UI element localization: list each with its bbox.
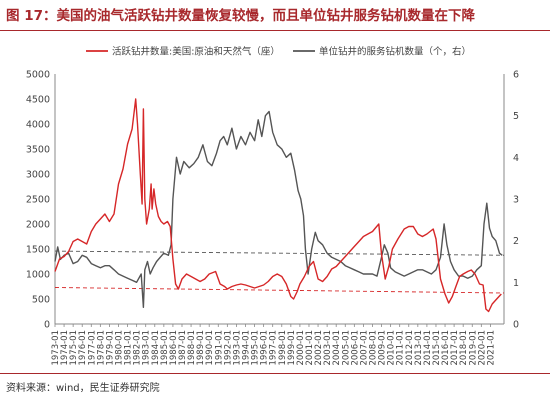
y-left-tick-label: 2500 [26, 195, 50, 206]
x-tick-label: 1981-01 [124, 330, 134, 366]
x-axis: 1973-01 1974-01 1975-01 1976-01 1977-01 1978-… [51, 323, 504, 366]
x-tick-label: 1980-01 [114, 330, 124, 366]
x-tick-label: 2005-01 [341, 330, 351, 366]
y-left-tick-label: 500 [32, 295, 50, 306]
x-tick-label: 1975-01 [69, 330, 79, 366]
x-tick-label: 1985-01 [160, 330, 170, 366]
y-left-tick-label: 3500 [26, 145, 50, 156]
x-tick-label: 2021-01 [486, 330, 496, 366]
y-left-tick-label: 0 [44, 320, 50, 331]
x-tick-label: 2009-01 [378, 330, 388, 366]
x-tick-label: 1994-01 [241, 330, 251, 366]
x-tick-label: 1987-01 [178, 330, 188, 366]
x-tick-label: 1984-01 [151, 330, 161, 366]
x-tick-label: 1990-01 [205, 330, 215, 366]
x-tick-label: 2000-01 [296, 330, 306, 366]
x-tick-label: 2018-01 [459, 330, 469, 366]
x-tick-label: 1992-01 [223, 330, 233, 366]
x-tick-label: 1999-01 [287, 330, 297, 366]
source-rule [0, 373, 550, 374]
x-tick-label: 2014-01 [423, 330, 433, 366]
title-rule [0, 30, 550, 31]
x-tick-label: 1986-01 [169, 330, 179, 366]
x-tick-label: 2019-01 [468, 330, 478, 366]
x-tick-label: 2020-01 [477, 330, 487, 366]
x-tick-label: 1998-01 [278, 330, 288, 366]
x-tick-label: 1995-01 [251, 330, 261, 366]
trend-line-left [54, 287, 505, 294]
x-tick-label: 1979-01 [105, 330, 115, 366]
legend-label: 活跃钻井数量:美国:原油和天然气（座） [112, 46, 280, 58]
source-note: 资料来源：wind，民生证券研究院 [6, 383, 160, 394]
x-tick-label: 2015-01 [432, 330, 442, 366]
x-tick-label: 1996-01 [260, 330, 270, 366]
series-line-service-rigs-ratio [54, 110, 503, 308]
y-left-tick-label: 1500 [26, 245, 50, 256]
legend-label: 单位钻井的服务钻机数量（个，右） [319, 46, 471, 58]
y-axis-left: 0 500 1000 1500 2000 2500 3000 3500 4000 4500 5000 [26, 70, 56, 331]
x-tick-label: 2016-01 [441, 330, 451, 366]
x-tick-label: 1989-01 [196, 330, 206, 366]
x-tick-label: 1997-01 [269, 330, 279, 366]
x-tick-label: 1978-01 [96, 330, 106, 366]
y-right-tick-label: 4 [513, 153, 519, 164]
x-tick-label: 2012-01 [405, 330, 415, 366]
x-tick-label: 2001-01 [305, 330, 315, 366]
y-right-tick-label: 1 [513, 278, 519, 289]
x-tick-label: 2006-01 [350, 330, 360, 366]
trend-lines [54, 250, 505, 294]
y-left-tick-label: 1000 [26, 270, 50, 281]
x-tick-label: 1977-01 [87, 330, 97, 366]
y-right-tick-label: 2 [513, 236, 519, 247]
x-tick-label: 1988-01 [187, 330, 197, 366]
y-right-tick-label: 6 [513, 70, 519, 81]
y-left-tick-label: 2000 [26, 220, 50, 231]
y-left-tick-label: 4500 [26, 95, 50, 106]
x-tick-label: 2008-01 [368, 330, 378, 366]
x-tick-label: 1976-01 [78, 330, 88, 366]
x-tick-label: 1991-01 [214, 330, 224, 366]
x-tick-label: 2010-01 [387, 330, 397, 366]
x-tick-label: 2003-01 [323, 330, 333, 366]
x-tick-label: 1974-01 [60, 330, 70, 366]
figure-title: 图 17：美国的油气活跃钻井数量恢复较慢，而且单位钻井服务钻机数量在下降 [6, 8, 475, 24]
y-left-tick-label: 5000 [26, 70, 50, 81]
x-tick-label: 2017-01 [450, 330, 460, 366]
series-line-active-rigs [54, 98, 502, 313]
y-axis-right: 0 1 2 3 4 5 6 [503, 70, 519, 331]
y-left-tick-label: 3000 [26, 170, 50, 181]
y-right-tick-label: 3 [513, 195, 519, 206]
x-tick-label: 2011-01 [396, 330, 406, 366]
x-tick-label: 2007-01 [359, 330, 369, 366]
x-tick-label: 1982-01 [133, 330, 143, 366]
trend-line-right [54, 250, 505, 256]
y-right-tick-label: 5 [513, 111, 519, 122]
x-tick-label: 2002-01 [314, 330, 324, 366]
y-left-tick-label: 4000 [26, 120, 50, 131]
chart-series [54, 98, 503, 313]
x-tick-label: 1973-01 [51, 330, 61, 366]
x-tick-label: 1993-01 [232, 330, 242, 366]
chart-legend: 活跃钻井数量:美国:原油和天然气（座） 单位钻井的服务钻机数量（个，右） [86, 46, 471, 58]
y-right-tick-label: 0 [513, 320, 519, 331]
x-tick-label: 2013-01 [414, 330, 424, 366]
x-tick-label: 1983-01 [142, 330, 152, 366]
x-tick-label: 2004-01 [332, 330, 342, 366]
